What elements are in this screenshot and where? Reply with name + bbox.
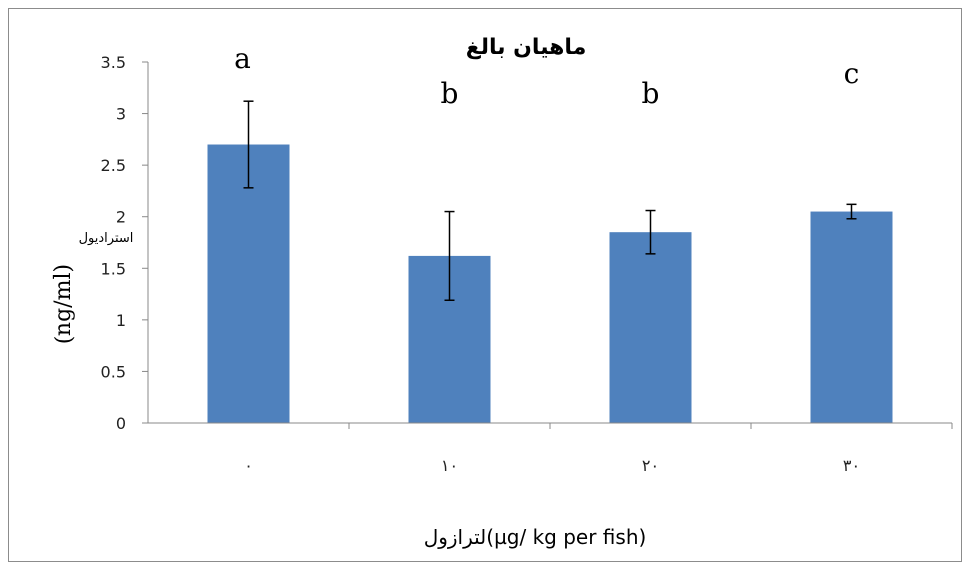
y-tick-label: 0: [116, 414, 126, 433]
y-tick-label: 1: [116, 311, 126, 330]
y-axis-paren-label: (: [52, 336, 77, 345]
y-tick-label: 3.5: [101, 53, 126, 72]
x-tick-label: ۰: [244, 456, 253, 475]
y-tick-label: 0.5: [101, 362, 126, 381]
x-axis: ۰ ۱۰ ۲۰ ۳۰: [148, 422, 953, 475]
bar: [609, 232, 692, 423]
bar: [207, 144, 290, 423]
y-tick-label: 2.5: [101, 156, 126, 175]
significance-letters: a b b c: [234, 42, 859, 110]
significance-letter: b: [441, 77, 459, 110]
bar: [810, 211, 893, 423]
y-axis-unit-label: ng/ml): [51, 264, 76, 336]
significance-letter: a: [234, 42, 251, 75]
x-axis-label: لترازول(µg/ kg per fish): [424, 525, 647, 549]
significance-letter: b: [642, 77, 660, 110]
significance-letter: c: [844, 57, 860, 90]
error-bars: [243, 100, 857, 302]
y-axis: 0 0.5 1 1.5 2 2.5 3 3.5: [101, 53, 149, 433]
y-tick-label: 2: [116, 208, 126, 227]
y-tick-label: 3: [116, 105, 126, 124]
y-tick-label: 1.5: [101, 259, 126, 278]
x-tick-label: ۱۰: [441, 456, 458, 475]
x-tick-label: ۳۰: [843, 456, 860, 475]
x-tick-label: ۲۰: [642, 456, 659, 475]
bars: [207, 144, 893, 423]
chart-title: ماهیان بالغ: [466, 35, 587, 60]
y-axis-name-label: استرادیول: [79, 231, 134, 246]
